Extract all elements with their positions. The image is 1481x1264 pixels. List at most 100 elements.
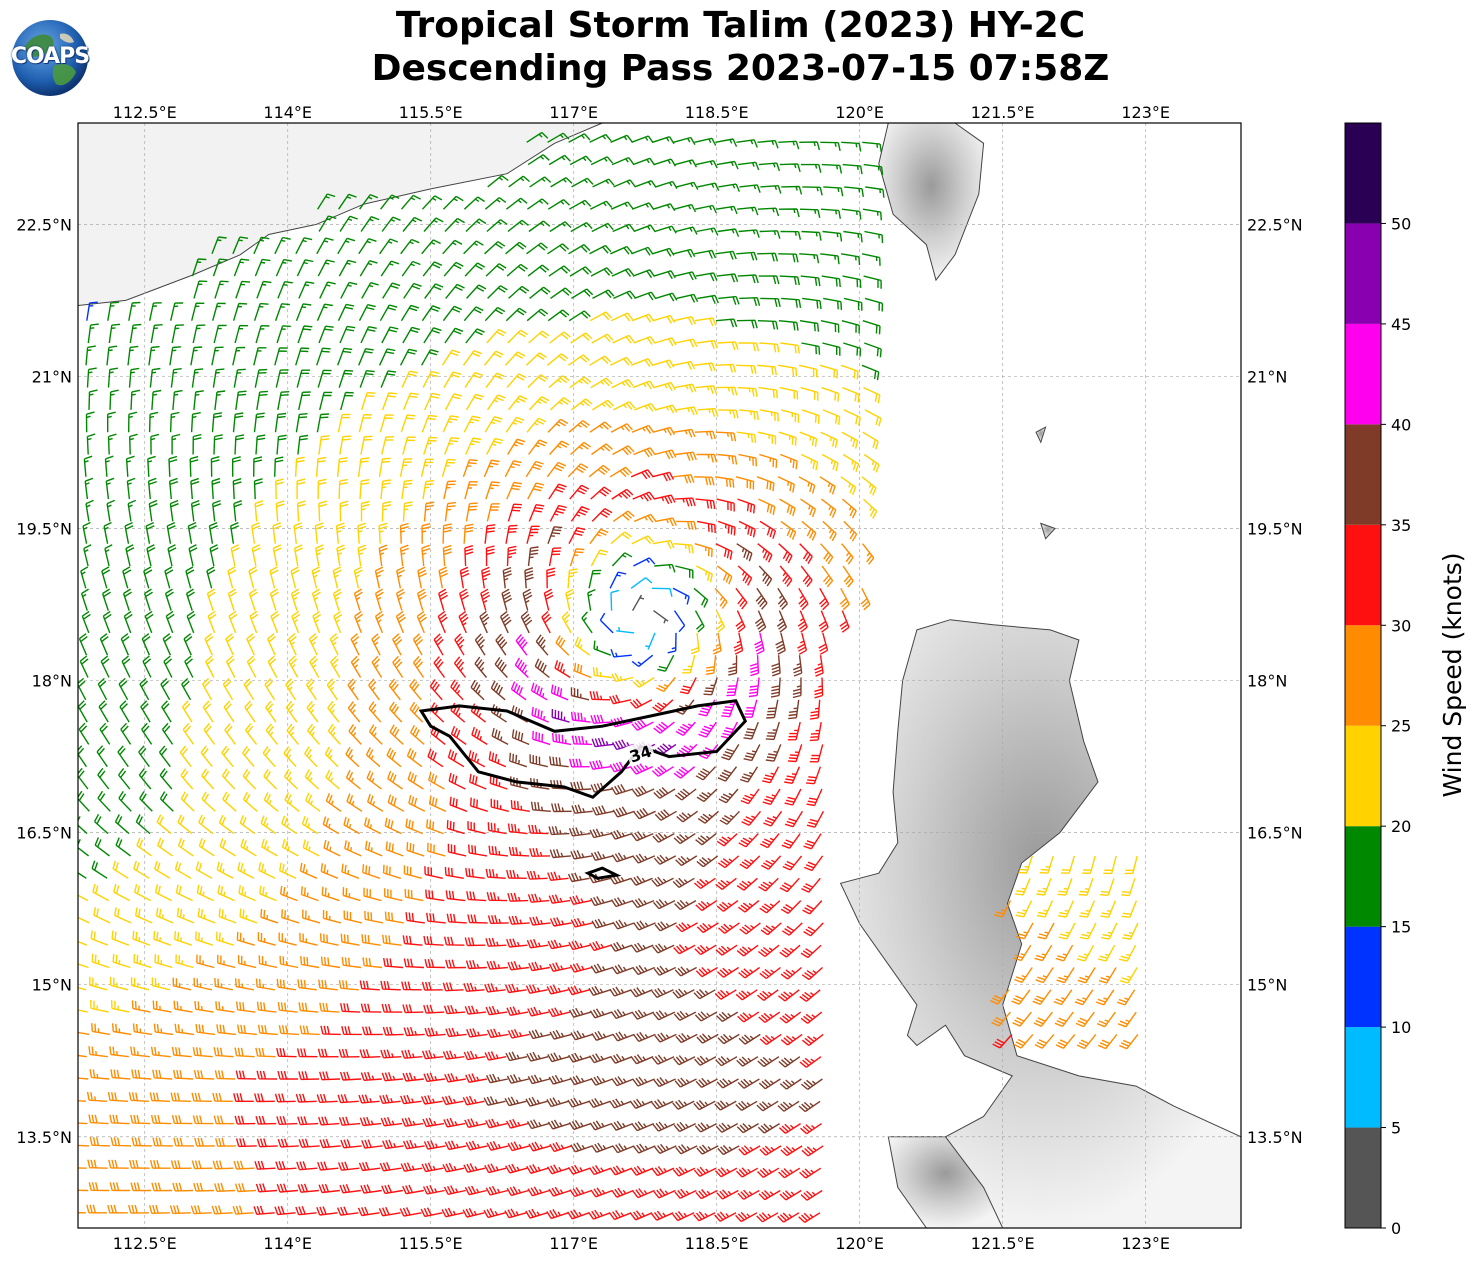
wind-barb: [822, 230, 843, 242]
wind-barb: [717, 341, 739, 351]
wind-barb: [274, 456, 284, 477]
wind-barb: [589, 355, 612, 366]
wind-barb: [87, 323, 99, 344]
wind-barb: [528, 330, 550, 344]
wind-barb: [801, 342, 821, 355]
wind-barb: [192, 1046, 213, 1058]
wind-barb: [465, 867, 485, 879]
wind-barb: [549, 221, 572, 233]
wind-barb: [799, 431, 818, 447]
wind-barb: [362, 957, 383, 969]
wind-barb: [610, 648, 632, 658]
wind-barb: [402, 1004, 424, 1014]
wind-barb: [738, 453, 757, 467]
wind-barb: [321, 886, 340, 902]
wind-barb: [759, 1033, 782, 1046]
map-frame: [77, 122, 1242, 1229]
wind-barb: [236, 1001, 256, 1013]
wind-barb: [675, 565, 694, 579]
wind-barb: [520, 610, 533, 634]
wind-barb: [222, 678, 234, 701]
coaps-globe-logo-icon: COAPS: [10, 18, 90, 98]
wind-barb: [254, 1160, 276, 1170]
wind-barb: [169, 346, 181, 366]
wind-barb: [611, 784, 634, 795]
wind-barb: [673, 1121, 697, 1133]
wind-barb: [672, 988, 695, 999]
wind-barb: [90, 999, 109, 1013]
wind-barb: [395, 610, 407, 634]
wind-barb: [193, 280, 208, 299]
colorbar-label: Wind Speed (knots): [1438, 552, 1467, 797]
wind-barb: [715, 610, 726, 633]
wind-barb: [778, 543, 793, 564]
wind-barb: [611, 852, 635, 863]
wind-barb: [806, 766, 822, 785]
wind-barb: [191, 1160, 213, 1170]
wind-barb: [714, 587, 728, 609]
wind-barb: [213, 1115, 235, 1125]
chart-title: Tropical Storm Talim (2023) HY-2C: [395, 5, 1086, 46]
wind-barb: [78, 790, 90, 812]
wind-barb: [547, 309, 570, 322]
wind-barb: [754, 610, 767, 633]
wind-barb: [159, 768, 173, 790]
wind-barb: [260, 815, 277, 835]
wind-barb: [219, 838, 236, 857]
wind-barb: [470, 679, 485, 701]
wind-barb: [486, 328, 507, 344]
wind-barb: [800, 275, 821, 287]
wind-barb: [78, 767, 89, 790]
wind-barb: [358, 348, 374, 366]
wind-barb: [357, 457, 370, 477]
wind-barb: [387, 794, 405, 812]
wind-barb: [88, 389, 98, 410]
wind-barb: [251, 522, 261, 544]
lat-tick-label-left: 15°N: [32, 976, 72, 995]
wind-barb: [590, 714, 612, 724]
wind-barb: [169, 411, 180, 433]
wind-barb: [863, 453, 880, 473]
wind-barb: [381, 1072, 403, 1082]
wind-barb: [211, 412, 223, 433]
wind-barb: [324, 746, 339, 768]
wind-barb: [758, 1011, 781, 1023]
wind-barb: [339, 325, 356, 344]
wind-barb: [590, 896, 613, 907]
wind-barb: [777, 587, 788, 610]
wind-barb: [379, 1162, 402, 1172]
wind-barb: [193, 1182, 215, 1192]
wind-barb: [676, 406, 698, 416]
wind-barb: [368, 701, 382, 723]
wind-barb: [486, 394, 506, 411]
wind-barb: [380, 1117, 403, 1127]
wind-barb: [295, 303, 312, 321]
wind-barb: [190, 346, 203, 366]
wind-barb: [153, 930, 172, 946]
wind-barb: [506, 869, 527, 879]
wind-barb: [1099, 878, 1115, 896]
wind-barb: [758, 565, 773, 587]
wind-barb: [242, 745, 255, 768]
wind-barb: [716, 833, 738, 847]
wind-barb: [222, 791, 237, 812]
lat-tick-label-right: 18°N: [1247, 672, 1287, 691]
wind-barb: [756, 1100, 779, 1112]
wind-barb: [316, 303, 333, 321]
wind-barb: [406, 842, 425, 857]
wind-barb: [171, 1115, 193, 1125]
wind-barb: [347, 678, 359, 701]
wind-barb: [405, 818, 423, 835]
wind-barb: [609, 466, 632, 478]
wind-barb: [506, 545, 517, 567]
wind-barb: [280, 885, 298, 902]
wind-barb: [645, 632, 656, 650]
wind-barb: [237, 955, 257, 969]
wind-barb: [287, 633, 297, 656]
wind-barb: [382, 1139, 404, 1150]
wind-barb: [148, 1204, 170, 1214]
wind-barb: [245, 723, 258, 745]
wind-barb: [1097, 1033, 1118, 1050]
wind-barb: [336, 1206, 359, 1216]
wind-barb: [256, 1001, 277, 1013]
